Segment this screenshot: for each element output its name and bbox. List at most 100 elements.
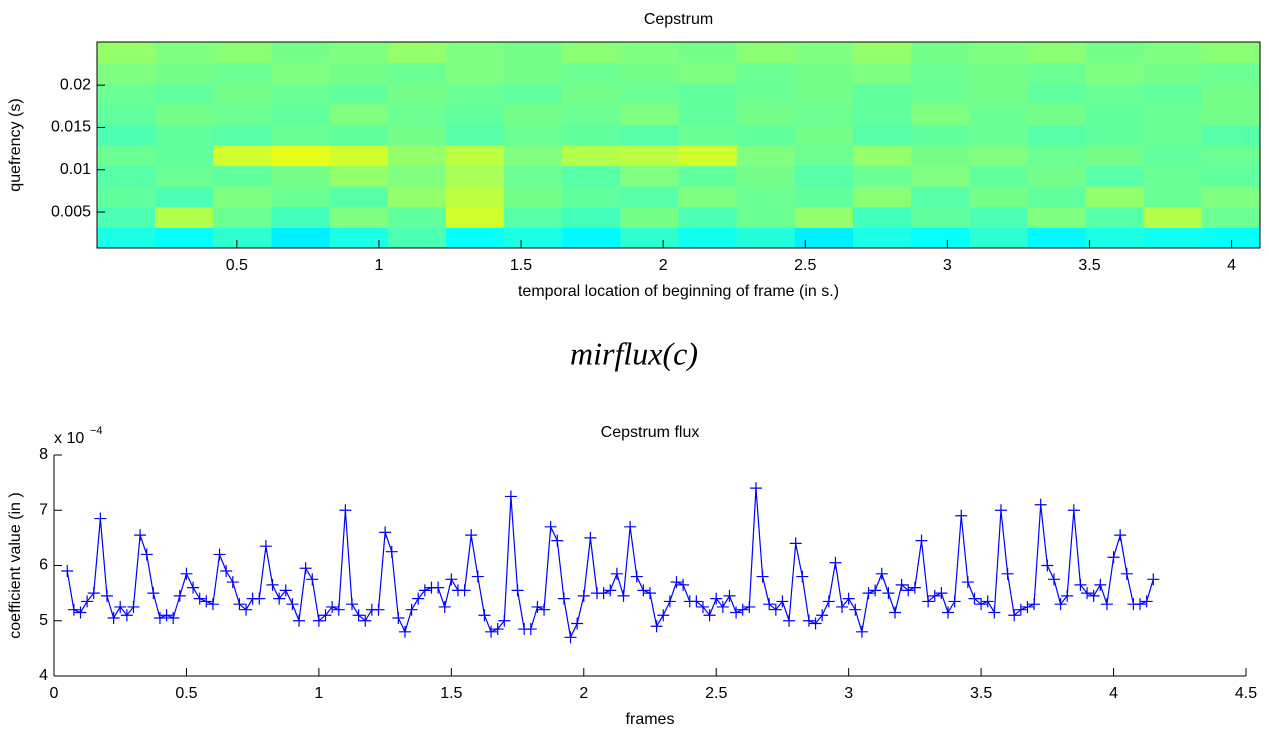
y-tick-label: 7 — [39, 501, 48, 518]
heat-cell — [1027, 124, 1087, 146]
marker — [1134, 598, 1147, 611]
heat-cell — [678, 186, 738, 208]
heat-cell — [736, 145, 796, 167]
marker — [710, 592, 723, 605]
y-axis-label: coefficient value (in ) — [7, 492, 24, 638]
marker — [200, 595, 213, 608]
marker — [763, 598, 776, 611]
x-tick-label: 2.5 — [794, 257, 816, 274]
marker — [326, 600, 339, 613]
plot-frame — [96, 41, 1261, 249]
marker — [670, 576, 683, 589]
heat-cell — [445, 186, 505, 208]
marker — [465, 529, 478, 542]
heat-cell — [736, 206, 796, 228]
x-tick-label: 2.5 — [705, 685, 727, 702]
chart-title: Cepstrum flux — [601, 424, 700, 441]
y-tick-label: 5 — [39, 612, 48, 629]
marker — [140, 548, 153, 561]
heat-cell — [97, 62, 156, 84]
marker — [703, 609, 716, 622]
heat-cell — [562, 83, 621, 105]
axis-multiplier: x 10 — [54, 430, 84, 447]
heat-cell — [97, 165, 156, 187]
heat-cell — [329, 42, 389, 64]
heat-cell — [969, 145, 1028, 167]
x-tick-label: 3 — [844, 685, 853, 702]
heat-cell — [1027, 206, 1087, 228]
heat-cell — [794, 62, 854, 84]
heat-cell — [97, 145, 156, 167]
marker — [187, 581, 200, 594]
heat-cell — [504, 62, 563, 84]
marker — [87, 587, 100, 600]
heat-cell — [271, 165, 331, 187]
marker — [1087, 589, 1100, 602]
heat-cell — [1143, 165, 1203, 187]
heat-cell — [445, 83, 505, 105]
marker — [1054, 598, 1067, 611]
heat-cell — [97, 124, 156, 146]
heat-cell — [1143, 124, 1203, 146]
heat-cell — [736, 186, 796, 208]
x-tick-label: 0.5 — [226, 257, 248, 274]
heat-cell — [1027, 165, 1087, 187]
heat-cell — [678, 42, 738, 64]
heat-cell — [329, 124, 389, 146]
marker — [498, 614, 511, 627]
heat-cell — [155, 206, 214, 228]
marker — [359, 614, 372, 627]
heat-cell — [794, 206, 854, 228]
heat-cell — [1085, 145, 1145, 167]
marker — [259, 540, 272, 553]
heat-cell — [1143, 145, 1203, 167]
heat-cell — [445, 103, 505, 125]
marker — [650, 620, 663, 633]
marker — [961, 576, 974, 589]
heat-cell — [504, 42, 563, 64]
heat-cell — [329, 186, 389, 208]
heat-cell — [620, 227, 679, 249]
marker — [1014, 603, 1027, 616]
heat-cell — [271, 145, 331, 167]
heat-cell — [969, 42, 1028, 64]
marker — [657, 609, 670, 622]
heat-cell — [562, 165, 621, 187]
heat-cell — [97, 206, 156, 228]
heat-cell — [271, 103, 331, 125]
data-line — [66, 488, 1154, 640]
heat-cell — [969, 124, 1028, 146]
marker — [193, 592, 206, 605]
marker — [749, 482, 762, 495]
heat-cell — [329, 165, 389, 187]
heat-cell — [1085, 227, 1145, 249]
heat-cell — [678, 165, 738, 187]
heat-cell — [852, 186, 912, 208]
heat-cell — [329, 145, 389, 167]
y-tick-label: 4 — [39, 667, 48, 684]
marker — [445, 573, 458, 586]
heat-cell — [387, 103, 447, 125]
heat-cell — [155, 42, 214, 64]
marker — [610, 567, 623, 580]
marker — [478, 609, 491, 622]
marker — [1047, 573, 1060, 586]
marker — [372, 603, 385, 616]
marker — [968, 592, 981, 605]
heat-cell — [911, 42, 970, 64]
marker — [915, 534, 928, 547]
heat-cell — [969, 227, 1028, 249]
marker — [1061, 589, 1074, 602]
marker — [796, 570, 809, 583]
heat-cell — [329, 62, 389, 84]
heat-cell — [794, 124, 854, 146]
heat-cell — [504, 124, 563, 146]
marker — [67, 603, 80, 616]
marker — [895, 578, 908, 591]
marker — [485, 625, 498, 638]
x-tick-label: 1.5 — [510, 257, 532, 274]
marker — [928, 589, 941, 602]
marker — [557, 592, 570, 605]
heat-cell — [445, 227, 505, 249]
